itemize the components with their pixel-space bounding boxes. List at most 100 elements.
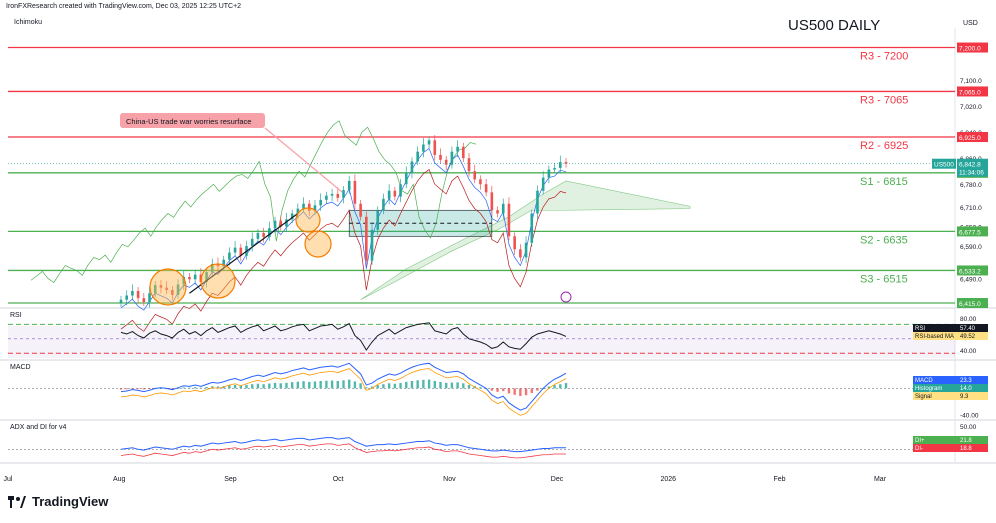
panel-tick-label: 40.00: [960, 348, 977, 355]
countdown-label: 11:34:06: [959, 170, 984, 177]
level-tag: [957, 86, 988, 97]
macd-histogram-bar: [251, 384, 254, 389]
annotation-text: China-US trade war worries resurface: [126, 117, 251, 126]
candle-body: [353, 180, 357, 204]
macd-histogram-bar: [142, 388, 146, 390]
macd-histogram-bar: [325, 380, 328, 389]
level-tag-label: 6,925.0: [959, 135, 981, 142]
macd-histogram-bar: [496, 388, 499, 392]
macd-histogram-bar: [119, 388, 123, 390]
candle-body: [382, 198, 385, 211]
value-tag: [913, 436, 957, 444]
candle-body: [404, 172, 408, 185]
candle-body: [182, 276, 186, 285]
macd-histogram-bar: [302, 381, 305, 389]
macd-histogram-bar: [336, 380, 339, 389]
currency-label: USD: [963, 20, 978, 27]
value-tag: [913, 444, 957, 452]
candle-body: [239, 247, 243, 256]
macd-histogram-bar: [439, 381, 442, 389]
candle-body: [307, 203, 311, 211]
macd-histogram-bar: [559, 384, 562, 389]
value-tag-label: DI-: [915, 446, 923, 452]
trendline: [189, 213, 299, 294]
macd-histogram-bar: [502, 388, 505, 392]
price-tick-label: 6,710.0: [960, 205, 982, 212]
value-tag-value: 49.52: [960, 334, 976, 340]
macd-histogram-bar: [564, 383, 568, 389]
price-tick-label: 6,780.0: [960, 182, 982, 189]
value-tag-value: 23.3: [960, 378, 972, 384]
macd-histogram-bar: [399, 383, 402, 389]
candle-body: [456, 146, 459, 152]
macd-histogram-bar: [348, 379, 351, 389]
candle-body: [313, 205, 317, 211]
candle-body: [410, 161, 414, 173]
candle-body: [444, 159, 448, 165]
value-tag: [913, 392, 957, 400]
indicator-label[interactable]: Ichimoku: [14, 19, 43, 26]
last-price-tag: [957, 158, 988, 177]
level-tag-label: 6,677.5: [959, 229, 981, 236]
macd-histogram-bar: [513, 388, 516, 395]
level-label: S3 - 6515: [860, 273, 908, 285]
macd-histogram-bar: [233, 384, 237, 389]
panel-tick-label: 50.00: [960, 424, 977, 431]
candle-body: [513, 236, 516, 250]
macd-histogram-bar: [148, 388, 151, 390]
tradingview-logo-icon: [8, 495, 26, 508]
candle-body: [290, 213, 294, 220]
macd-histogram-bar: [273, 382, 277, 389]
macd-histogram-bar: [125, 388, 128, 390]
macd-histogram-bar: [422, 379, 425, 389]
macd-histogram-bar: [524, 388, 528, 396]
candle-body: [473, 171, 477, 180]
candle-body: [142, 298, 146, 303]
annotation-pointer: [264, 127, 343, 193]
candle-body: [233, 247, 237, 253]
candle-body: [176, 284, 180, 295]
panel-series-line: [120, 437, 566, 453]
x-axis-label: 2026: [660, 476, 676, 483]
candle-body: [205, 272, 208, 282]
level-tag-label: 6,533.2: [959, 268, 981, 275]
macd-histogram-bar: [268, 383, 271, 389]
candle-body: [439, 154, 442, 160]
highlight-circle: [295, 207, 321, 233]
candle-body: [125, 295, 129, 300]
macd-histogram-bar: [382, 384, 385, 389]
macd-histogram-bar: [159, 388, 163, 389]
candle-body: [547, 169, 551, 178]
macd-histogram-bar: [239, 385, 243, 389]
macd-histogram-bar: [359, 383, 362, 389]
x-axis-label: Nov: [443, 476, 456, 483]
value-tag-label: Histogram: [915, 386, 942, 392]
value-tag-label: RSI-based MA: [915, 334, 954, 340]
candle-body: [462, 146, 465, 159]
panel-series-line-2: [120, 368, 567, 416]
x-axis-label: Oct: [333, 476, 344, 483]
x-axis-label: Sep: [224, 476, 237, 483]
candle-body: [268, 228, 271, 237]
value-tag: [913, 332, 957, 340]
highlight-circle: [200, 263, 236, 299]
macd-histogram-bar: [519, 388, 522, 396]
candle-body: [136, 290, 140, 299]
macd-histogram-bar: [462, 383, 465, 389]
lagging-span-line: [30, 120, 477, 283]
candle-body: [422, 144, 425, 152]
panel-tick-label: -40.00: [960, 413, 979, 420]
attribution: IronFXResearch created with TradingView.…: [6, 3, 242, 10]
level-label: R2 - 6925: [860, 140, 908, 152]
candle-body: [541, 177, 545, 191]
candle-body: [171, 289, 174, 295]
value-tag-number: [957, 444, 988, 452]
macd-histogram-bar: [256, 383, 260, 389]
value-tag-number: [957, 332, 988, 340]
candle-body: [450, 151, 454, 165]
macd-histogram-bar: [330, 380, 334, 389]
candle-body: [433, 140, 437, 155]
highlight-circle: [149, 268, 187, 306]
